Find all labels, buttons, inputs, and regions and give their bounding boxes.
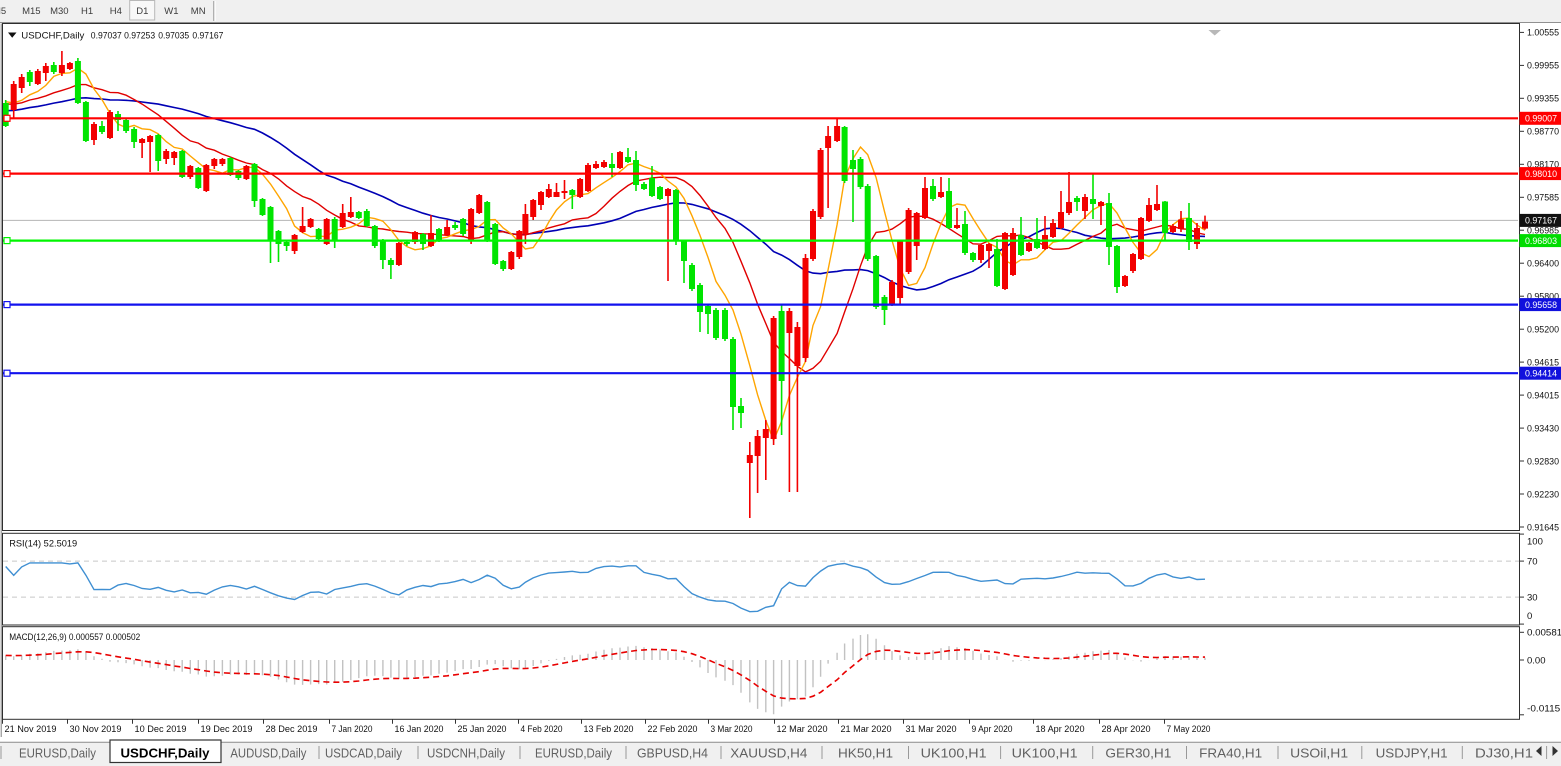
- svg-text:0.97253: 0.97253: [124, 31, 155, 42]
- svg-text:RSI(14) 52.5019: RSI(14) 52.5019: [9, 538, 77, 549]
- svg-text:19 Dec 2019: 19 Dec 2019: [201, 724, 253, 735]
- svg-text:UK100,H1: UK100,H1: [1012, 747, 1078, 761]
- svg-text:USOil,H1: USOil,H1: [1290, 747, 1348, 761]
- svg-text:0.95200: 0.95200: [1527, 324, 1559, 335]
- svg-text:1.00555: 1.00555: [1527, 28, 1559, 39]
- svg-text:0.95658: 0.95658: [1525, 300, 1557, 311]
- svg-text:0.93430: 0.93430: [1527, 423, 1559, 434]
- svg-text:0.97585: 0.97585: [1527, 193, 1559, 204]
- svg-text:0.99007: 0.99007: [1525, 114, 1557, 125]
- svg-text:0.98770: 0.98770: [1527, 127, 1559, 138]
- svg-text:0.0058187: 0.0058187: [1527, 628, 1561, 639]
- svg-text:0.92830: 0.92830: [1527, 456, 1559, 467]
- svg-text:3 Mar 2020: 3 Mar 2020: [711, 724, 753, 735]
- svg-text:9 Apr 2020: 9 Apr 2020: [972, 724, 1013, 735]
- svg-text:0.96400: 0.96400: [1527, 259, 1559, 270]
- svg-text:W1: W1: [164, 6, 178, 17]
- svg-text:0.97037: 0.97037: [91, 31, 122, 42]
- svg-text:USDCHF,Daily: USDCHF,Daily: [21, 31, 84, 42]
- svg-text:10 Dec 2019: 10 Dec 2019: [135, 724, 187, 735]
- svg-text:100: 100: [1527, 536, 1543, 547]
- svg-text:-0.0115151: -0.0115151: [1527, 703, 1561, 714]
- svg-text:30 Nov 2019: 30 Nov 2019: [70, 724, 122, 735]
- svg-text:0.99355: 0.99355: [1527, 94, 1559, 105]
- svg-text:25 Jan 2020: 25 Jan 2020: [458, 724, 507, 735]
- svg-text:0.00: 0.00: [1527, 655, 1546, 666]
- svg-text:H4: H4: [110, 6, 122, 17]
- svg-text:0.96985: 0.96985: [1527, 226, 1559, 237]
- svg-text:0.94015: 0.94015: [1527, 390, 1559, 401]
- svg-text:EURUSD,Daily: EURUSD,Daily: [19, 747, 97, 761]
- svg-text:12 Mar 2020: 12 Mar 2020: [777, 724, 828, 735]
- svg-text:13 Feb 2020: 13 Feb 2020: [584, 724, 634, 735]
- svg-text:18 Apr 2020: 18 Apr 2020: [1036, 724, 1085, 735]
- svg-text:DJ30,H1: DJ30,H1: [1475, 747, 1533, 761]
- svg-text:16 Jan 2020: 16 Jan 2020: [395, 724, 444, 735]
- svg-text:0.97167: 0.97167: [192, 31, 223, 42]
- svg-text:0.92230: 0.92230: [1527, 489, 1559, 500]
- svg-text:0.98010: 0.98010: [1525, 169, 1557, 180]
- svg-text:28 Apr 2020: 28 Apr 2020: [1102, 724, 1151, 735]
- svg-text:28 Dec 2019: 28 Dec 2019: [266, 724, 318, 735]
- svg-text:FRA40,H1: FRA40,H1: [1199, 747, 1262, 761]
- svg-text:MN: MN: [191, 6, 206, 17]
- svg-text:0: 0: [1527, 611, 1532, 622]
- svg-text:21 Nov 2019: 21 Nov 2019: [5, 724, 57, 735]
- svg-text:USDCNH,Daily: USDCNH,Daily: [427, 747, 506, 761]
- svg-text:M30: M30: [50, 6, 68, 17]
- svg-text:0.99955: 0.99955: [1527, 61, 1559, 72]
- svg-text:D1: D1: [136, 6, 148, 17]
- svg-text:0.91645: 0.91645: [1527, 522, 1559, 533]
- svg-text:0.97035: 0.97035: [158, 31, 189, 42]
- svg-text:XAUUSD,H4: XAUUSD,H4: [730, 747, 807, 761]
- svg-text:EURUSD,Daily: EURUSD,Daily: [535, 747, 613, 761]
- svg-text:GBPUSD,H4: GBPUSD,H4: [637, 747, 708, 761]
- svg-text:AUDUSD,Daily: AUDUSD,Daily: [230, 747, 307, 761]
- svg-text:7 May 2020: 7 May 2020: [1167, 724, 1211, 735]
- svg-text:USDCHF,Daily: USDCHF,Daily: [121, 747, 210, 761]
- svg-text:0.96803: 0.96803: [1525, 236, 1557, 247]
- svg-text:0.95800: 0.95800: [1527, 291, 1559, 302]
- svg-text:USDCAD,Daily: USDCAD,Daily: [325, 747, 403, 761]
- svg-text:M5: M5: [0, 6, 6, 17]
- svg-text:21 Mar 2020: 21 Mar 2020: [841, 724, 892, 735]
- svg-text:H1: H1: [81, 6, 93, 17]
- svg-text:USDJPY,H1: USDJPY,H1: [1376, 747, 1448, 761]
- svg-text:31 Mar 2020: 31 Mar 2020: [906, 724, 957, 735]
- svg-text:GER30,H1: GER30,H1: [1105, 747, 1171, 761]
- svg-text:HK50,H1: HK50,H1: [838, 747, 893, 761]
- svg-text:7 Jan 2020: 7 Jan 2020: [332, 724, 373, 735]
- svg-text:22 Feb 2020: 22 Feb 2020: [648, 724, 698, 735]
- svg-text:UK100,H1: UK100,H1: [921, 747, 987, 761]
- svg-text:0.98170: 0.98170: [1527, 160, 1559, 171]
- svg-text:M15: M15: [22, 6, 40, 17]
- svg-text:0.94615: 0.94615: [1527, 357, 1559, 368]
- svg-text:70: 70: [1527, 556, 1538, 567]
- svg-text:0.97167: 0.97167: [1525, 216, 1557, 227]
- svg-text:MACD(12,26,9) 0.000557 0.00050: MACD(12,26,9) 0.000557 0.000502: [9, 632, 140, 643]
- svg-text:30: 30: [1527, 592, 1538, 603]
- svg-text:0.94414: 0.94414: [1525, 369, 1557, 380]
- svg-text:4 Feb 2020: 4 Feb 2020: [521, 724, 563, 735]
